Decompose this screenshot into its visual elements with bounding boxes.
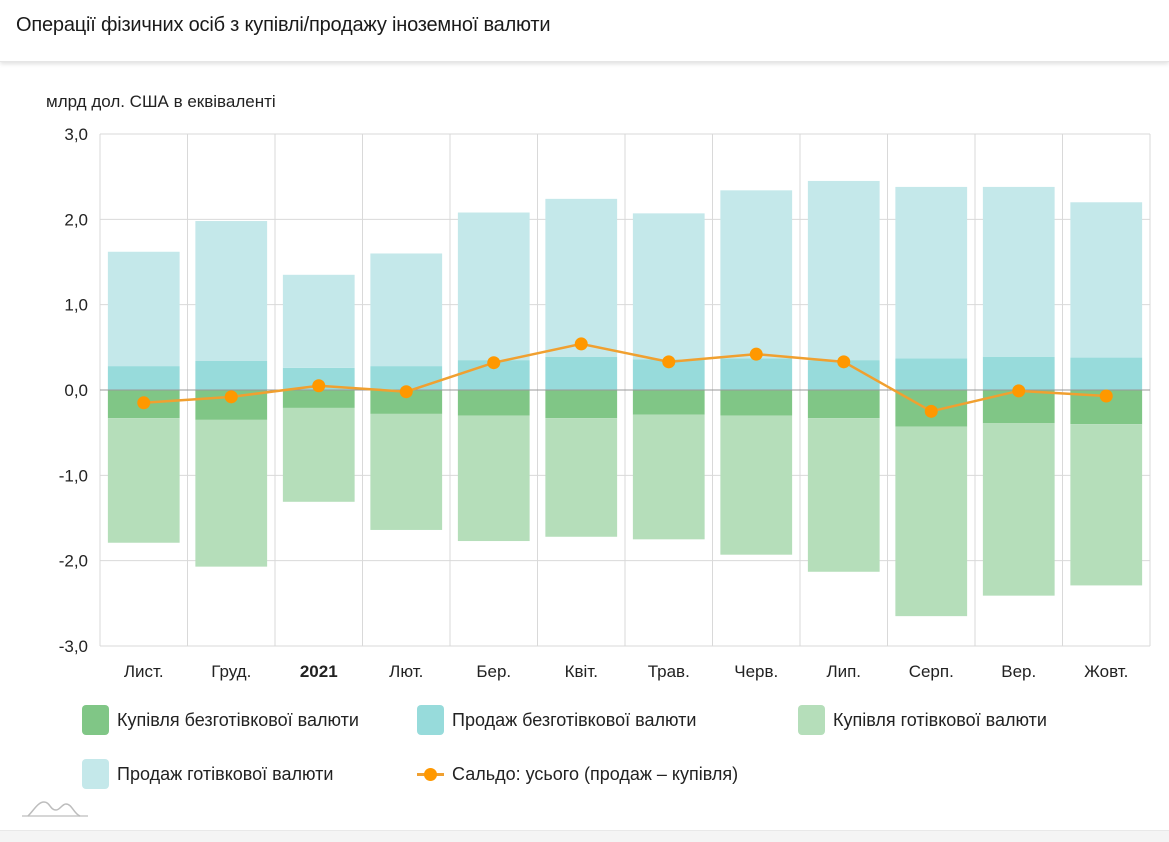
bar-sell-noncash xyxy=(1070,357,1143,390)
bar-buy-cash xyxy=(895,426,968,617)
y-tick-label: -3,0 xyxy=(59,637,88,656)
saldo-line-marker-icon xyxy=(417,759,444,789)
bar-sell-cash xyxy=(982,186,1055,357)
legend-label: Продаж готівкової валюти xyxy=(117,763,334,784)
saldo-point xyxy=(574,337,588,351)
bar-sell-cash xyxy=(195,221,268,361)
bar-sell-cash xyxy=(370,253,443,367)
bar-sell-cash xyxy=(457,212,530,361)
header: Операції фізичних осіб з купівлі/продажу… xyxy=(0,0,1169,62)
saldo-point xyxy=(924,404,938,418)
x-tick-label: 2021 xyxy=(300,662,338,681)
x-tick-label: Груд. xyxy=(211,662,251,681)
bar-buy-noncash xyxy=(457,390,530,416)
bar-buy-noncash xyxy=(720,390,793,416)
bar-buy-cash xyxy=(457,415,530,542)
y-tick-label: 2,0 xyxy=(64,210,88,229)
saldo-point xyxy=(749,347,763,361)
bar-sell-cash xyxy=(107,251,180,367)
legend-label: Сальдо: усього (продаж – купівля) xyxy=(452,763,739,784)
y-tick-label: -1,0 xyxy=(59,466,88,485)
saldo-point xyxy=(137,396,151,410)
legend-item-sell-noncash[interactable]: Продаж безготівкової валюти xyxy=(417,705,696,735)
bar-sell-cash xyxy=(895,186,968,359)
legend-item-buy-noncash[interactable]: Купівля безготівкової валюти xyxy=(82,705,359,735)
bar-sell-cash xyxy=(807,180,880,361)
legend-item-saldo[interactable]: Сальдо: усього (продаж – купівля) xyxy=(417,759,738,789)
bar-buy-noncash xyxy=(807,390,880,419)
saldo-line xyxy=(143,342,1107,413)
legend-swatch-buy-noncash xyxy=(82,705,109,735)
bar-buy-noncash xyxy=(282,390,355,408)
bar-buy-noncash xyxy=(545,390,618,419)
bar-sell-cash xyxy=(282,274,355,368)
x-tick-label: Лист. xyxy=(124,662,164,681)
bar-buy-noncash xyxy=(632,390,705,415)
bar-buy-cash xyxy=(982,423,1055,596)
y-axis-unit-label: млрд дол. США в еквіваленті xyxy=(46,92,276,111)
x-tick-label: Вер. xyxy=(1001,662,1036,681)
x-tick-label: Лип. xyxy=(826,662,861,681)
bar-buy-cash xyxy=(107,418,180,543)
bar-sell-cash xyxy=(545,198,618,357)
x-tick-label: Квіт. xyxy=(565,662,598,681)
page-title: Операції фізичних осіб з купівлі/продажу… xyxy=(16,14,551,36)
legend-item-buy-cash[interactable]: Купівля готівкової валюти xyxy=(798,705,1047,735)
legend-item-sell-cash[interactable]: Продаж готівкової валюти xyxy=(82,759,333,789)
x-tick-label: Жовт. xyxy=(1084,662,1128,681)
bar-sell-cash xyxy=(632,213,705,360)
bar-sell-noncash xyxy=(545,356,618,390)
legend-label: Купівля готівкової валюти xyxy=(833,709,1047,730)
legend-label: Продаж безготівкової валюти xyxy=(452,709,697,730)
bar-buy-noncash xyxy=(370,390,443,414)
legend-label: Купівля безготівкової валюти xyxy=(117,709,359,730)
bar-buy-cash xyxy=(807,418,880,572)
mountain-logo-icon xyxy=(20,796,90,823)
x-tick-label: Серп. xyxy=(909,662,954,681)
saldo-point xyxy=(399,385,413,399)
bar-buy-cash xyxy=(195,419,268,567)
legend-swatch-sell-noncash xyxy=(417,705,444,735)
bar-sell-noncash xyxy=(282,367,355,390)
saldo-point xyxy=(1099,389,1113,403)
saldo-point xyxy=(487,356,501,370)
bar-buy-cash xyxy=(370,413,443,530)
bar-buy-cash xyxy=(545,418,618,537)
bar-buy-cash xyxy=(282,407,355,502)
bar-sell-noncash xyxy=(895,358,968,390)
grid-layer xyxy=(99,133,1151,647)
saldo-point xyxy=(837,355,851,369)
saldo-line-layer xyxy=(137,337,1113,418)
bar-buy-cash xyxy=(720,415,793,555)
y-tick-label: 0,0 xyxy=(64,381,88,400)
saldo-point xyxy=(224,390,238,404)
chart: 3,0 2,0 1,0 0,0 -1,0 -2,0 -3,0 Лист. Груд. 2021 Лю… xyxy=(59,125,1151,681)
saldo-point xyxy=(1012,384,1026,398)
bar-sell-noncash xyxy=(107,366,180,390)
legend-swatch-sell-cash xyxy=(82,759,109,789)
bar-sell-noncash xyxy=(720,358,793,390)
y-tick-label: -2,0 xyxy=(59,552,88,571)
bar-sell-cash xyxy=(720,190,793,359)
y-tick-label: 3,0 xyxy=(64,125,88,144)
bar-layer xyxy=(107,180,1143,617)
y-tick-label: 1,0 xyxy=(64,296,88,315)
x-tick-label: Лют. xyxy=(389,662,423,681)
x-tick-label: Черв. xyxy=(734,662,778,681)
saldo-point xyxy=(662,355,676,369)
bar-buy-cash xyxy=(632,414,705,540)
bar-sell-cash xyxy=(1070,202,1143,358)
x-tick-label: Бер. xyxy=(476,662,511,681)
bar-buy-cash xyxy=(1070,424,1143,586)
legend-swatch-buy-cash xyxy=(798,705,825,735)
footer-strip xyxy=(0,830,1169,842)
x-tick-label: Трав. xyxy=(648,662,690,681)
axis-layer: 3,0 2,0 1,0 0,0 -1,0 -2,0 -3,0 Лист. Груд. 2021 Лю… xyxy=(59,125,1129,681)
bar-sell-noncash xyxy=(195,360,268,390)
saldo-point xyxy=(312,379,326,393)
bar-sell-noncash xyxy=(370,366,443,390)
